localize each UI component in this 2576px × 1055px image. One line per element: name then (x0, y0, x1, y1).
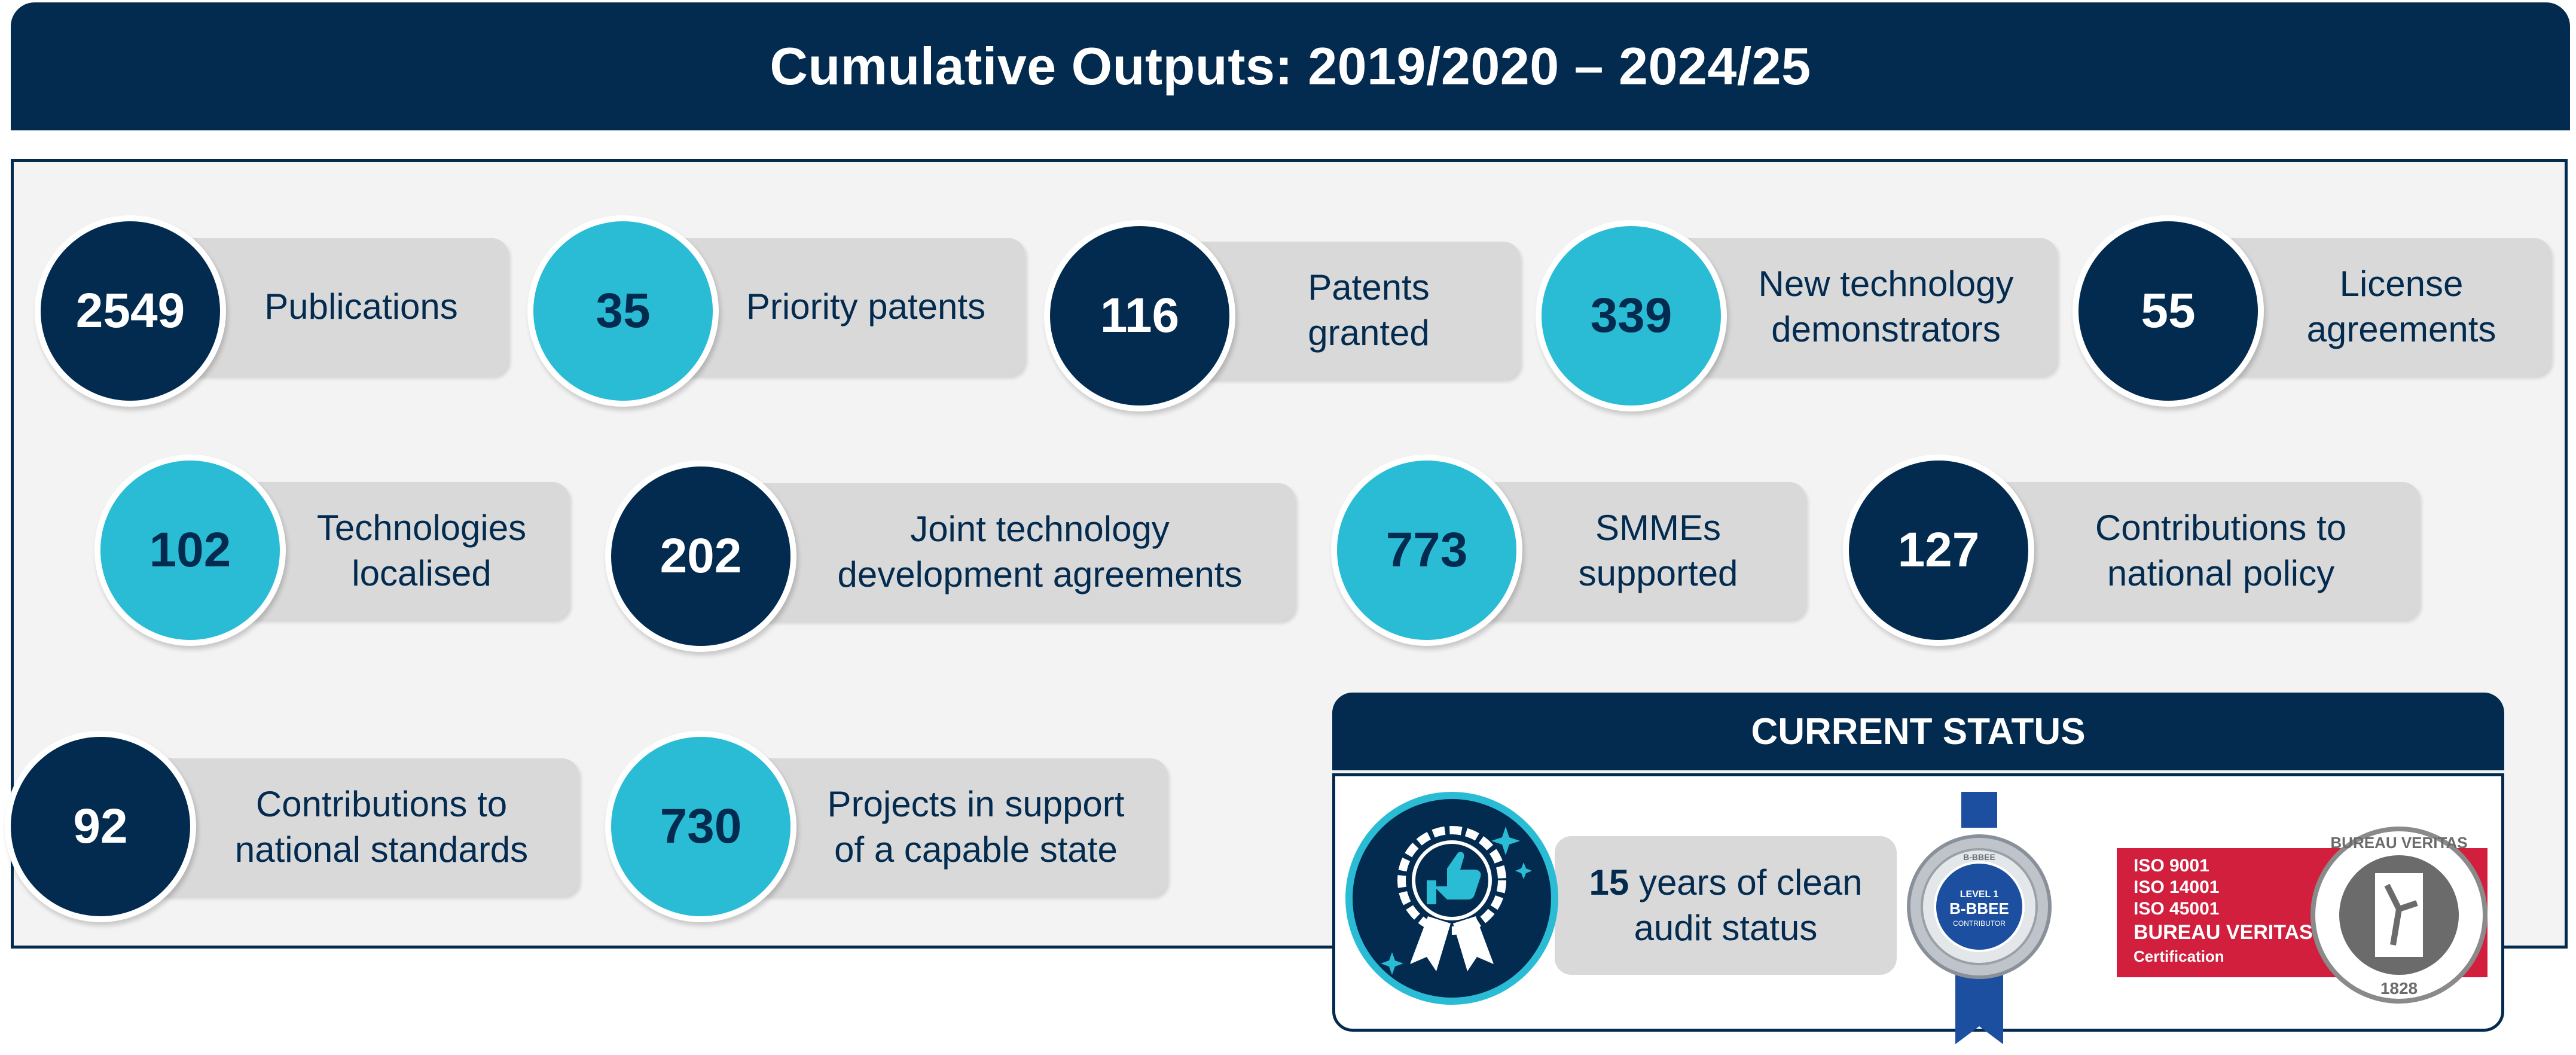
stat-label: License agreements (2306, 263, 2496, 349)
stat-value: 202 (660, 529, 742, 583)
bbbee-main-text: B-BBEE (1949, 900, 2009, 917)
stat-value: 339 (1590, 288, 1672, 343)
stat-label: SMMEs supported (1578, 507, 1738, 593)
stat-label-pill: Joint technology development agreements (725, 483, 1295, 621)
stat-label: Contributions to national standards (234, 783, 529, 870)
stat-value: 730 (660, 799, 742, 853)
bureau-veritas-certification: Certification (2134, 947, 2224, 965)
stat-value: 127 (1897, 523, 1980, 577)
stat-value: 2549 (75, 283, 185, 338)
stat-label-pill: Priority patents (647, 238, 1025, 376)
stat-label: New technology demonstrators (1758, 263, 2014, 349)
stat-value-circle: 202 (605, 461, 796, 652)
stat-technologies-localised: Technologies localised 102 (94, 455, 569, 646)
bureau-veritas-name: BUREAU VERITAS (2134, 921, 2313, 944)
bbbee-top-text: B-BBEE (1963, 852, 1995, 862)
iso-14001: ISO 14001 (2134, 877, 2220, 897)
clean-audit-label: years of clean audit status (1634, 862, 1863, 948)
bbbee-level-text: LEVEL 1 (1960, 889, 1999, 900)
stat-value-circle: 339 (1536, 220, 1727, 411)
stat-value-circle: 116 (1044, 220, 1235, 411)
stat-label-pill: Contributions to national policy (1962, 482, 2419, 620)
thumbs-up-award-icon (1345, 792, 1558, 1005)
iso-list: ISO 9001 ISO 14001 ISO 45001 (2134, 855, 2219, 920)
page-title: Cumulative Outputs: 2019/2020 – 2024/25 (770, 36, 1811, 96)
stat-value-circle: 127 (1843, 455, 2034, 646)
seal-text: BUREAU VERITAS (2330, 834, 2467, 852)
stat-joint-technology-development-agreements: Joint technology development agreements … (605, 461, 1295, 652)
stat-contributions-national-standards: Contributions to national standards 92 (5, 731, 579, 922)
stat-label-pill: New technology demonstrators (1655, 238, 2057, 376)
stat-smmes-supported: SMMEs supported 773 (1331, 455, 1806, 646)
stat-value: 35 (596, 283, 651, 338)
current-status-heading-text: CURRENT STATUS (1751, 711, 2086, 752)
stat-label: Publications (264, 286, 458, 327)
stat-license-agreements: License agreements 55 (2073, 215, 2551, 407)
stat-value-circle: 35 (527, 215, 719, 407)
iso-45001: ISO 45001 (2134, 899, 2220, 919)
bbbee-level1-badge-icon: B-BBEE LEVEL 1 B-BBEE CONTRIBUTOR (1907, 792, 2052, 1044)
stat-value-circle: 102 (94, 455, 286, 646)
stat-value: 92 (73, 799, 128, 853)
stat-value: 116 (1100, 288, 1180, 343)
stat-value-circle: 55 (2073, 215, 2264, 407)
clean-audit-text: 15 years of clean audit status (1570, 860, 1881, 951)
stat-value-circle: 730 (605, 731, 796, 922)
bbbee-sub-text: CONTRIBUTOR (1953, 919, 2006, 928)
stat-value: 773 (1385, 523, 1468, 577)
stat-contributions-national-policy: Contributions to national policy 127 (1843, 455, 2419, 646)
stat-label: Contributions to national policy (2095, 507, 2347, 593)
stat-label: Priority patents (746, 286, 986, 327)
stat-label: Patents granted (1308, 267, 1430, 353)
stat-value-circle: 2549 (35, 215, 226, 407)
stat-label: Joint technology development agreements (837, 508, 1243, 594)
seal-year: 1828 (2380, 979, 2418, 998)
stat-value-circle: 773 (1331, 455, 1522, 646)
stat-label: Projects in support of a capable state (827, 783, 1125, 870)
stat-new-technology-demonstrators: New technology demonstrators 339 (1536, 215, 2057, 411)
stat-label-pill: Contributions to national standards (124, 758, 579, 896)
stat-label: Technologies localised (316, 507, 527, 593)
header-bar: Cumulative Outputs: 2019/2020 – 2024/25 (11, 2, 2570, 130)
stat-label-pill: Projects in support of a capable state (725, 758, 1167, 896)
clean-audit-pill: 15 years of clean audit status (1555, 836, 1897, 975)
stat-projects-capable-state: Projects in support of a capable state 7… (605, 731, 1167, 922)
stat-value-circle: 92 (5, 731, 196, 922)
current-status-heading: CURRENT STATUS (1332, 693, 2504, 770)
stat-value: 55 (2141, 283, 2196, 338)
iso-9001: ISO 9001 (2134, 856, 2209, 876)
stat-value: 102 (149, 523, 231, 577)
bureau-veritas-seal-icon: BUREAU VERITAS 1828 (2311, 827, 2488, 1004)
clean-audit-years: 15 (1589, 862, 1629, 902)
stat-publications: Publications 2549 (35, 215, 508, 407)
stat-priority-patents: Priority patents 35 (527, 215, 1025, 407)
stat-patents-granted: Patents granted 116 (1044, 215, 1520, 411)
